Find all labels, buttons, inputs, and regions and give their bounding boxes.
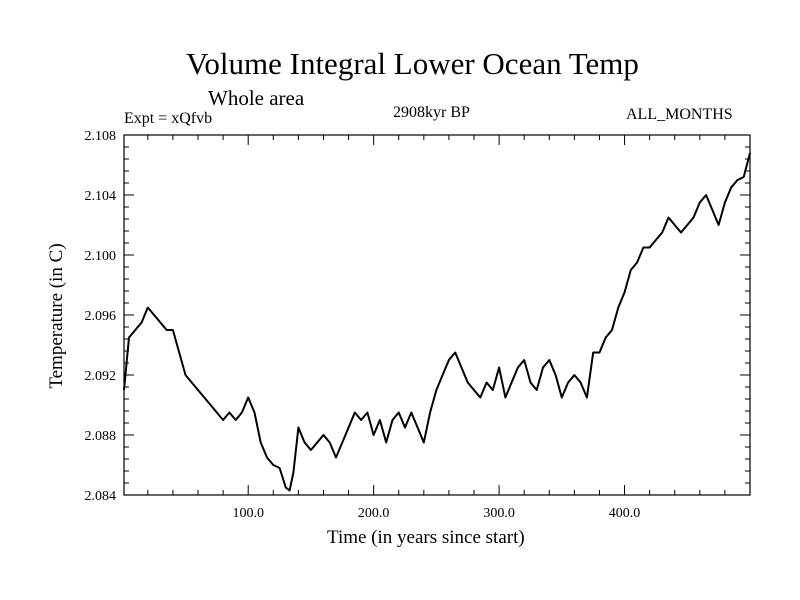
y-tick-label: 2.092 xyxy=(85,369,117,384)
plot-frame xyxy=(123,134,751,496)
y-tick-label: 2.100 xyxy=(85,249,117,264)
chart-title: Volume Integral Lower Ocean Temp xyxy=(186,46,639,81)
x-tick-label: 300.0 xyxy=(483,506,515,521)
chart-subtitle: Whole area xyxy=(208,86,305,110)
y-tick-label: 2.104 xyxy=(85,189,117,204)
y-tick-label: 2.088 xyxy=(85,429,117,444)
x-tick-label: 100.0 xyxy=(232,506,264,521)
series-line xyxy=(123,152,751,492)
y-tick-label: 2.096 xyxy=(85,309,117,324)
x-tick-label: 400.0 xyxy=(609,506,641,521)
y-axis-label: Temperature (in C) xyxy=(46,243,67,389)
y-tick-label: 2.084 xyxy=(85,489,117,504)
period-label: 2908kyr BP xyxy=(393,104,470,121)
experiment-label: Expt = xQfvb xyxy=(124,110,213,127)
x-tick-label: 200.0 xyxy=(358,506,390,521)
x-axis-label: Time (in years since start) xyxy=(327,527,525,548)
y-tick-label: 2.108 xyxy=(85,129,117,144)
months-label: ALL_MONTHS xyxy=(626,106,733,123)
